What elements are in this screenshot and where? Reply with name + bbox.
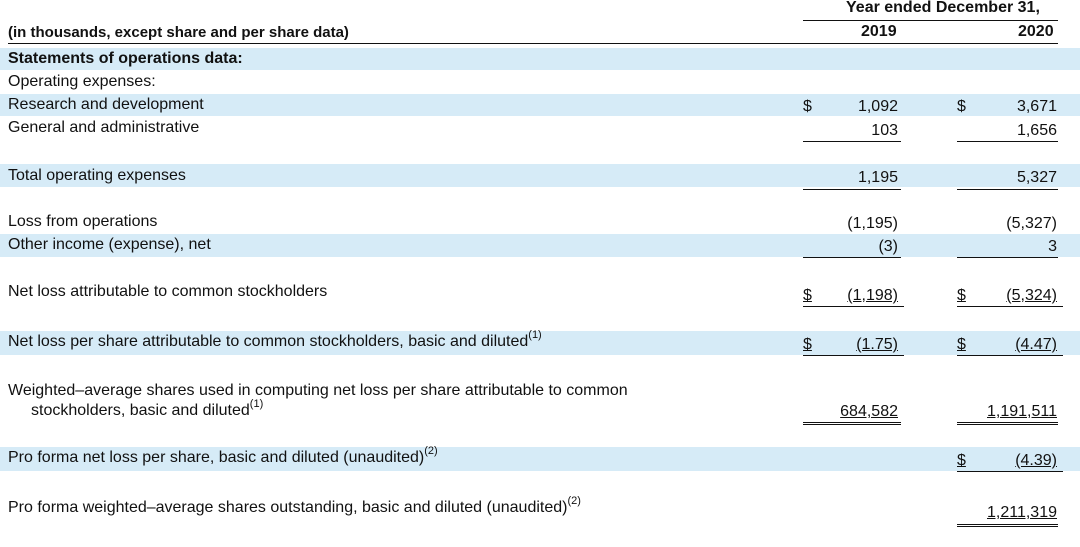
table-row-net-loss: Net loss attributable to common stockhol… [0,281,1080,305]
eps-rule-2020 [957,355,1063,356]
year-2019-header: 2019 [861,23,897,40]
net-loss-rule-2020 [957,306,1063,307]
subtotal-rule-2019 [803,141,901,142]
value-2020: 1,191,511 [987,403,1057,420]
row-label: General and administrative [8,119,200,136]
row-label-text: stockholders, basic and diluted [31,402,250,419]
row-label: Pro forma weighted–average shares outsta… [8,496,581,517]
row-label: Total operating expenses [8,167,186,184]
subsection-row: Operating expenses: [0,71,1080,93]
currency-2019: $ [803,287,812,304]
section-row: Statements of operations data: [0,48,1080,70]
currency-2019: $ [803,336,812,353]
total-rule-2019 [803,189,901,190]
value-2020: 3,671 [1016,98,1057,115]
value-2019: 1,092 [857,98,898,115]
pf-eps-rule-2020 [957,471,1063,472]
pf-wavg-rule-2020 [957,524,1058,527]
subsection-title: Operating expenses: [8,73,156,90]
value-2020: 5,327 [1016,169,1057,186]
currency-2020: $ [957,452,966,469]
value-2020: 3 [1048,238,1057,255]
row-label: Other income (expense), net [8,236,211,253]
value-2019: (1.75) [856,336,898,353]
currency-2020: $ [957,98,966,115]
total-rule-2020 [957,189,1058,190]
table-row-general-administrative: General and administrative 103 1,656 [0,117,1080,139]
currency-2020: $ [957,336,966,353]
value-2020: (4.47) [1015,336,1057,353]
value-2019: (1,195) [847,215,898,232]
footnote-marker: (2) [567,495,581,507]
row-label: Net loss attributable to common stockhol… [8,283,328,300]
section-title: Statements of operations data: [8,50,243,67]
value-2020: (5,324) [1006,287,1057,304]
row-label-text: Pro forma weighted–average shares outsta… [8,499,568,516]
column-header-rule [8,43,1058,44]
footnote-marker: (1) [249,398,264,410]
other-rule-2020 [957,257,1058,258]
units-label: (in thousands, except share and per shar… [8,24,349,41]
subtotal-rule-2020 [957,141,1058,142]
row-label: Pro forma net loss per share, basic and … [8,446,438,467]
value-2020: 1,656 [1016,122,1057,139]
wavg-rule-2020 [957,422,1058,425]
other-rule-2019 [803,257,901,258]
value-2019: (1,198) [847,287,898,304]
value-2019: 684,582 [840,403,898,420]
currency-2020: $ [957,287,966,304]
row-label: Research and development [8,96,204,113]
table-row-pro-forma-net-loss-per-share: Pro forma net loss per share, basic and … [0,446,1080,471]
table-row-total-operating-expenses: Total operating expenses 1,195 5,327 [0,164,1080,187]
row-label-line1: Weighted–average shares used in computin… [8,382,628,399]
table-row-weighted-average-shares: Weighted–average shares used in computin… [0,380,1080,426]
net-loss-rule-2019 [803,306,904,307]
header-rule [803,20,1058,21]
footnote-marker: (1) [528,329,542,341]
table-row-loss-from-operations: Loss from operations (1,195) (5,327) [0,211,1080,233]
value-2020: (4.39) [1015,452,1057,469]
row-label-text: Net loss per share attributable to commo… [8,333,529,350]
eps-rule-2019 [803,355,904,356]
value-2020: 1,211,319 [987,504,1057,521]
row-label: Loss from operations [8,213,158,230]
year-2020-header: 2020 [1018,23,1054,40]
value-2020: (5,327) [1006,215,1057,232]
table-row-net-loss-per-share: Net loss per share attributable to commo… [0,330,1080,355]
table-row-other-income: Other income (expense), net (3) 3 [0,234,1080,257]
row-label: Net loss per share attributable to commo… [8,330,542,351]
period-title: Year ended December 31, [846,0,1040,16]
footnote-marker: (2) [424,445,438,457]
table-row-pro-forma-weighted-average-shares: Pro forma weighted–average shares outsta… [0,496,1080,523]
currency-2019: $ [803,98,812,115]
value-2019: 1,195 [857,169,898,186]
table-row-research-development: Research and development $ 1,092 $ 3,671 [0,94,1080,116]
row-label-text: Pro forma net loss per share, basic and … [8,449,425,466]
value-2019: (3) [878,238,898,255]
wavg-rule-2019 [803,422,901,425]
value-2019: 103 [871,122,898,139]
row-label-line2: stockholders, basic and diluted(1) [31,399,263,420]
